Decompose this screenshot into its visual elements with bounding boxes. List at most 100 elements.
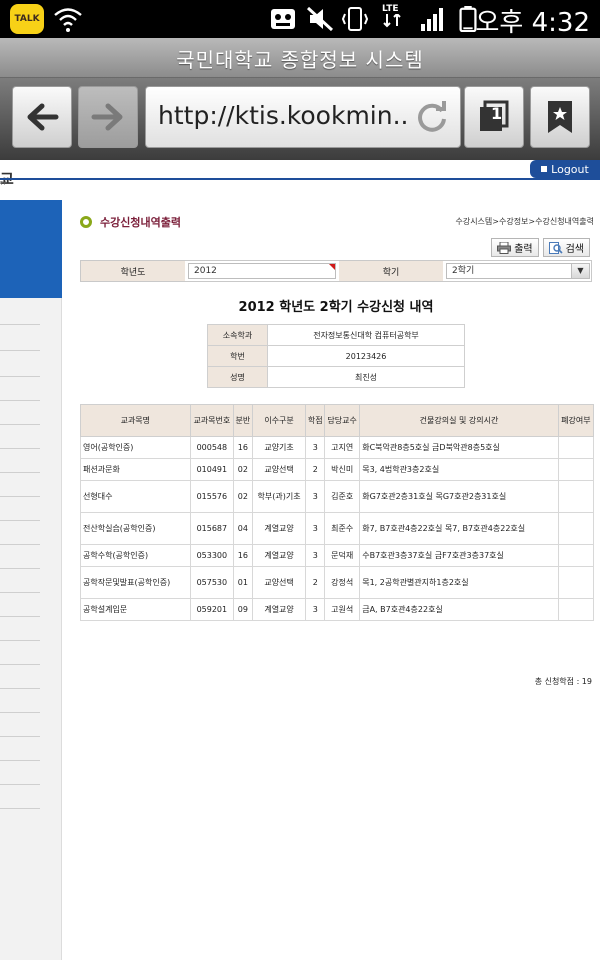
total-credits: 총 신청학점 : 19	[534, 677, 592, 686]
breadcrumb: 수강시스템>수강정보>수강신청내역출력	[455, 217, 594, 226]
col-professor: 담당교수	[324, 404, 361, 437]
course-no: 010491	[189, 458, 235, 481]
battery-icon	[459, 6, 477, 32]
browser-title-bar: 국민대학교 종합정보 시스템	[0, 38, 600, 78]
tabs-icon	[480, 100, 509, 131]
term-value: 2학기	[452, 266, 475, 276]
table-row: 영어(공학인증) 000548 16 교양기초 3 고지연 화C북악관8층5호실…	[80, 436, 595, 459]
url-text[interactable]: http://ktis.kookmin....	[158, 101, 406, 130]
category: 교양선택	[251, 458, 307, 481]
table-header-row: 교과목명 교과목번호 분반 이수구분 학점 담당교수 건물강의실 및 강의시간 …	[80, 404, 595, 437]
filter-bar: 학년도 2012 학기 2학기 ▼	[80, 260, 592, 282]
section: 02	[233, 458, 253, 481]
cancelled	[557, 480, 595, 513]
credits: 2	[305, 458, 326, 481]
col-course-name: 교과목명	[80, 404, 191, 437]
room-time: 금A, B7호관4층22호실	[359, 598, 559, 621]
lte-label: LTE	[382, 4, 399, 14]
logout-icon	[541, 166, 548, 172]
professor: 김준호	[324, 480, 361, 513]
room-time: 화G7호관2층31호실 목G7호관2층31호실	[359, 480, 559, 513]
printer-icon	[497, 241, 512, 254]
logo-subtitle: TY	[0, 181, 7, 187]
logout-button[interactable]: Logout	[530, 160, 600, 178]
voicemail-icon	[271, 9, 295, 29]
forward-button[interactable]	[78, 86, 138, 148]
name-value: 최진성	[267, 366, 465, 388]
chevron-down-icon[interactable]: ▼	[571, 264, 589, 278]
search-button[interactable]: 검색	[542, 238, 590, 257]
cancelled	[557, 436, 595, 459]
course-name: 영어(공학인증)	[80, 436, 191, 459]
course-name: 공학수학(공학인증)	[80, 544, 191, 567]
logout-label: Logout	[551, 162, 589, 176]
term-select[interactable]: 2학기 ▼	[446, 263, 590, 279]
bullet-icon	[80, 216, 92, 228]
reload-icon[interactable]	[414, 99, 450, 135]
sidebar-divider	[0, 712, 40, 713]
term-label: 학기	[339, 261, 443, 281]
room-time: 화C북악관8층5호실 금D북악관8층5호실	[359, 436, 559, 459]
sidebar-divider	[0, 472, 40, 473]
print-label: 출력	[514, 244, 533, 255]
sidebar-divider	[0, 568, 40, 569]
course-no: 015687	[189, 512, 235, 545]
sidebar-divider	[0, 664, 40, 665]
professor: 강정석	[324, 566, 361, 599]
table-row: 공학설계입문 059201 09 계열교양 3 고원석 금A, B7호관4층22…	[80, 598, 595, 621]
student-id-value: 20123426	[267, 345, 465, 367]
course-name: 패션과문화	[80, 458, 191, 481]
room-time: 목1, 2공학관별관지하1층2호실	[359, 566, 559, 599]
status-bar: TALK LTE 오후 4:32	[0, 0, 600, 38]
dept-value: 전자정보통신대학 컴퓨터공학부	[267, 324, 465, 346]
student-info-table: 소속학과 전자정보통신대학 컴퓨터공학부 학번 20123426 성명 최진성	[207, 324, 465, 388]
tab-count: 1	[491, 104, 503, 123]
course-no: 015576	[189, 480, 235, 513]
cancelled	[557, 458, 595, 481]
tabs-button[interactable]: 1	[464, 86, 524, 148]
category: 교양기초	[251, 436, 307, 459]
sidebar-divider	[0, 376, 40, 377]
sidebar-divider	[0, 688, 40, 689]
year-input[interactable]: 2012	[188, 263, 336, 279]
sidebar-divider	[0, 350, 40, 351]
section: 01	[233, 566, 253, 599]
sidebar-divider	[0, 496, 40, 497]
sidebar-divider	[0, 592, 40, 593]
year-label: 학년도	[81, 261, 185, 281]
sidebar-divider	[0, 736, 40, 737]
course-no: 000548	[189, 436, 235, 459]
back-button[interactable]	[12, 86, 72, 148]
name-label: 성명	[207, 366, 268, 388]
table-row: 선형대수 015576 02 학부(과)기초 3 김준호 화G7호관2층31호실…	[80, 480, 595, 513]
professor: 고원석	[324, 598, 361, 621]
table-row: 패션과문화 010491 02 교양선택 2 박신미 목3, 4법학관3층2호실	[80, 458, 595, 481]
category: 계열교양	[251, 512, 307, 545]
year-value: 2012	[194, 266, 217, 276]
credits: 2	[305, 566, 326, 599]
bookmarks-button[interactable]	[530, 86, 590, 148]
table-row: 전산학실습(공학인증) 015687 04 계열교양 3 최준수 화7, B7호…	[80, 512, 595, 545]
room-time: 목3, 4법학관3층2호실	[359, 458, 559, 481]
browser-toolbar: http://ktis.kookmin.... 1	[0, 78, 600, 160]
col-room-time: 건물강의실 및 강의시간	[359, 404, 559, 437]
col-cancelled: 폐강여부	[557, 404, 595, 437]
sidebar-divider	[0, 400, 40, 401]
url-bar[interactable]: http://ktis.kookmin....	[145, 86, 461, 148]
bookmark-icon	[548, 101, 572, 133]
vibrate-icon	[342, 7, 368, 31]
signal-icon	[421, 8, 443, 31]
section: 09	[233, 598, 253, 621]
category: 계열교양	[251, 544, 307, 567]
main-content: 수강신청내역출력 수강시스템>수강정보>수강신청내역출력 출력 검색	[80, 210, 596, 686]
dept-label: 소속학과	[207, 324, 268, 346]
course-name: 공학설계입문	[80, 598, 191, 621]
kakaotalk-icon: TALK	[10, 4, 44, 34]
report-title: 2012 학년도 2학기 수강신청 내역	[238, 300, 434, 315]
sidebar-divider	[0, 808, 40, 809]
sidebar-menu-active[interactable]	[0, 200, 62, 298]
header-divider	[0, 178, 600, 180]
table-row: 공학작문및발표(공학인증) 057530 01 교양선택 2 강정석 목1, 2…	[80, 566, 595, 599]
col-category: 이수구분	[251, 404, 307, 437]
print-button[interactable]: 출력	[491, 238, 539, 257]
